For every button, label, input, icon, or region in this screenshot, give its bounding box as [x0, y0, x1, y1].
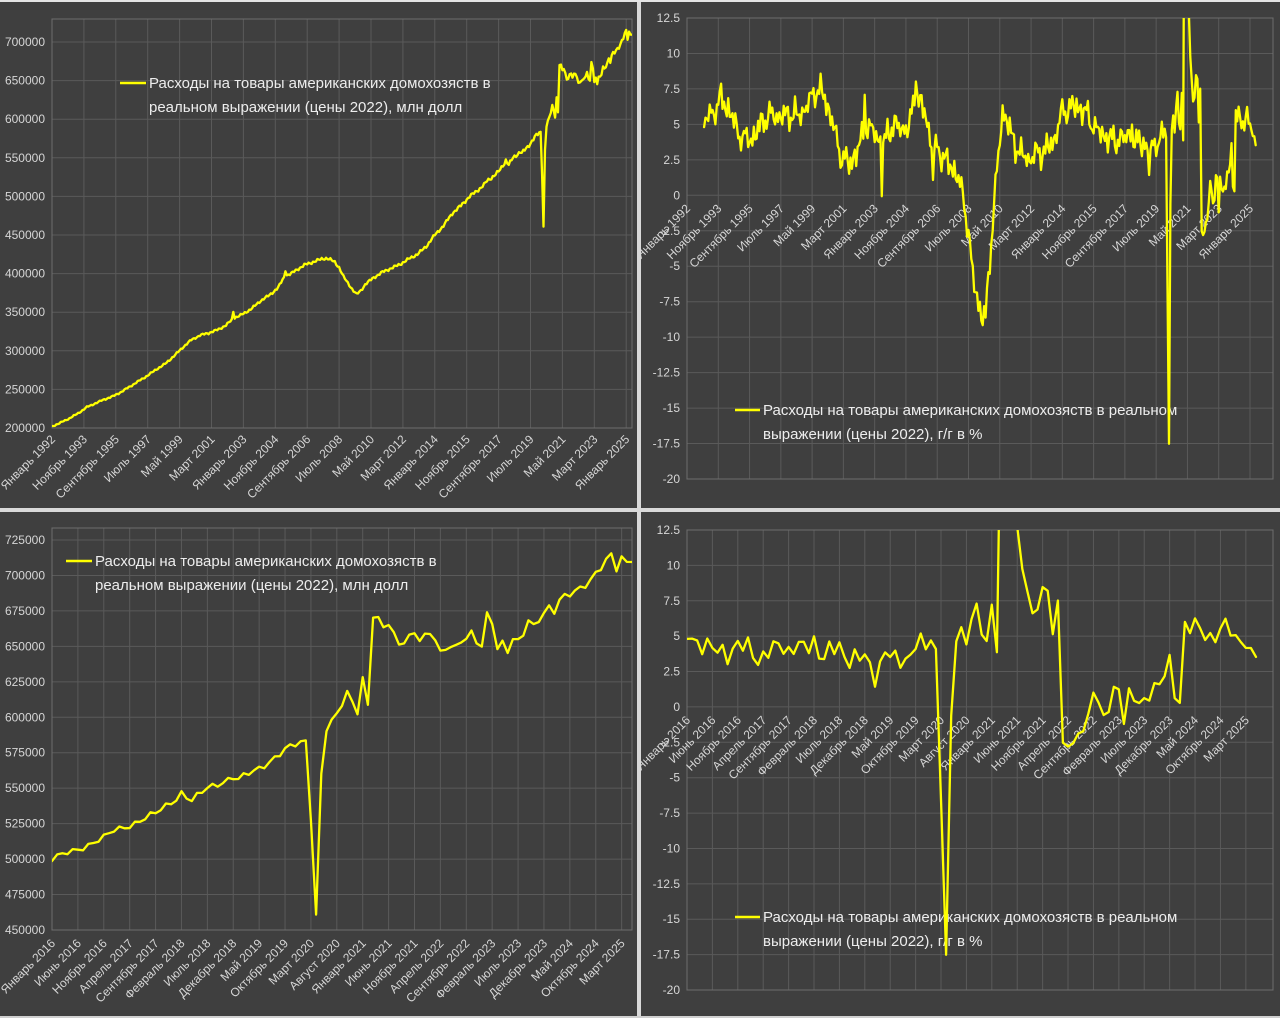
series-line-goods-yoy-1992	[702, 18, 1257, 445]
y-axis-labels: 725000 700000 675000 650000 625000 600000 5750…	[5, 533, 45, 937]
svg-text:-17.5: -17.5	[653, 948, 681, 962]
svg-text:10: 10	[667, 46, 681, 60]
svg-text:-17.5: -17.5	[653, 437, 681, 451]
svg-text:-12.5: -12.5	[653, 366, 681, 380]
svg-text:5: 5	[673, 117, 680, 131]
legend-label-line2: реальном выражении (цены 2022), млн долл	[95, 577, 408, 594]
svg-text:-10: -10	[663, 841, 681, 855]
svg-text:2.5: 2.5	[663, 153, 680, 167]
separator-top-edge	[0, 0, 1280, 2]
svg-text:-7.5: -7.5	[659, 295, 680, 309]
svg-text:475000: 475000	[5, 888, 45, 902]
svg-text:-12.5: -12.5	[653, 877, 681, 891]
legend-label-line1: Расходы на товары американских домохозяс…	[763, 909, 1177, 926]
svg-text:2.5: 2.5	[663, 665, 680, 679]
gridlines	[51, 19, 632, 429]
separator-horizontal	[0, 508, 1280, 512]
svg-text:7.5: 7.5	[663, 82, 680, 96]
svg-text:300000: 300000	[5, 344, 45, 358]
svg-text:625000: 625000	[5, 675, 45, 689]
legend-label-line2: выражении (цены 2022), г/г в %	[763, 933, 982, 950]
legend: Расходы на товары американских домохозяс…	[735, 402, 1177, 443]
legend: Расходы на товары американских домохозяс…	[735, 909, 1177, 950]
svg-text:350000: 350000	[5, 305, 45, 319]
svg-text:550000: 550000	[5, 781, 45, 795]
svg-text:700000: 700000	[5, 568, 45, 582]
svg-text:0: 0	[673, 700, 680, 714]
svg-text:-10: -10	[663, 330, 681, 344]
svg-text:250000: 250000	[5, 382, 45, 396]
svg-text:600000: 600000	[5, 112, 45, 126]
svg-text:525000: 525000	[5, 817, 45, 831]
svg-text:500000: 500000	[5, 852, 45, 866]
svg-text:5: 5	[673, 629, 680, 643]
legend-label-line1: Расходы на товары американских домохозяс…	[149, 75, 491, 92]
svg-text:600000: 600000	[5, 710, 45, 724]
svg-text:200000: 200000	[5, 421, 45, 435]
svg-text:-5: -5	[669, 259, 680, 273]
svg-text:-2.5: -2.5	[659, 224, 680, 238]
svg-text:-15: -15	[663, 401, 681, 415]
svg-text:675000: 675000	[5, 604, 45, 618]
chart-goods-yoy-1992: 12.5 10 7.5 5 2.5 0 -2.5 -5 -7.5 -10 -12.5 -15 -17.5…	[633, 0, 1280, 509]
svg-text:725000: 725000	[5, 533, 45, 547]
legend-label-line1: Расходы на товары американских домохозяс…	[95, 553, 437, 570]
chart-canvas-goods-yoy-2016: 12.5 10 7.5 5 2.5 0 -2.5 -5 -7.5 -10 -12.5 -15 -17.5…	[633, 512, 1280, 1018]
svg-text:-20: -20	[663, 472, 681, 486]
svg-text:400000: 400000	[5, 267, 45, 281]
svg-text:650000: 650000	[5, 639, 45, 653]
legend-label-line1: Расходы на товары американских домохозяс…	[763, 402, 1177, 419]
svg-text:7.5: 7.5	[663, 594, 680, 608]
svg-text:-15: -15	[663, 912, 681, 926]
series-line-goods-level-1992	[52, 28, 632, 428]
svg-text:-5: -5	[669, 771, 680, 785]
svg-text:-20: -20	[663, 983, 681, 997]
svg-text:550000: 550000	[5, 151, 45, 165]
svg-text:12.5: 12.5	[657, 523, 681, 537]
svg-text:12.5: 12.5	[657, 11, 681, 25]
series-line-goods-yoy-2016	[687, 530, 1258, 956]
svg-text:450000: 450000	[5, 923, 45, 937]
chart-goods-level-1992: 700000 650000 600000 550000 500000 450000 4000…	[0, 0, 637, 509]
separator-bottom-edge	[0, 1016, 1280, 1018]
chart-goods-yoy-2016: 12.5 10 7.5 5 2.5 0 -2.5 -5 -7.5 -10 -12.5 -15 -17.5…	[633, 512, 1280, 1018]
legend: Расходы на товары американских домохозяс…	[120, 75, 491, 116]
legend: Расходы на товары американских домохозяс…	[66, 553, 437, 594]
y-axis-labels: 700000 650000 600000 550000 500000 450000 4000…	[5, 35, 45, 435]
svg-text:-7.5: -7.5	[659, 806, 680, 820]
legend-label-line2: выражении (цены 2022), г/г в %	[763, 426, 982, 443]
svg-text:575000: 575000	[5, 746, 45, 760]
series-line-goods-level-2016	[52, 552, 632, 916]
svg-text:0: 0	[673, 188, 680, 202]
svg-text:10: 10	[667, 558, 681, 572]
svg-text:700000: 700000	[5, 35, 45, 49]
legend-label-line2: реальном выражении (цены 2022), млн долл	[149, 99, 462, 116]
gridlines	[51, 528, 632, 931]
svg-text:650000: 650000	[5, 74, 45, 88]
gridlines	[686, 529, 1273, 991]
y-axis-labels: 12.5 10 7.5 5 2.5 0 -2.5 -5 -7.5 -10 -12.5 -15 -17.5…	[653, 523, 681, 997]
svg-text:450000: 450000	[5, 228, 45, 242]
chart-canvas-goods-yoy-1992: 12.5 10 7.5 5 2.5 0 -2.5 -5 -7.5 -10 -12.5 -15 -17.5…	[633, 0, 1280, 509]
svg-text:-2.5: -2.5	[659, 735, 680, 749]
svg-text:500000: 500000	[5, 189, 45, 203]
chart-canvas-goods-level-2016: 725000 700000 675000 650000 625000 600000 5750…	[0, 512, 637, 1018]
chart-goods-level-2016: 725000 700000 675000 650000 625000 600000 5750…	[0, 512, 637, 1018]
chart-canvas-goods-level-1992: 700000 650000 600000 550000 500000 450000 4000…	[0, 0, 637, 509]
y-axis-labels: 12.5 10 7.5 5 2.5 0 -2.5 -5 -7.5 -10 -12.5 -15 -17.5…	[653, 11, 681, 486]
